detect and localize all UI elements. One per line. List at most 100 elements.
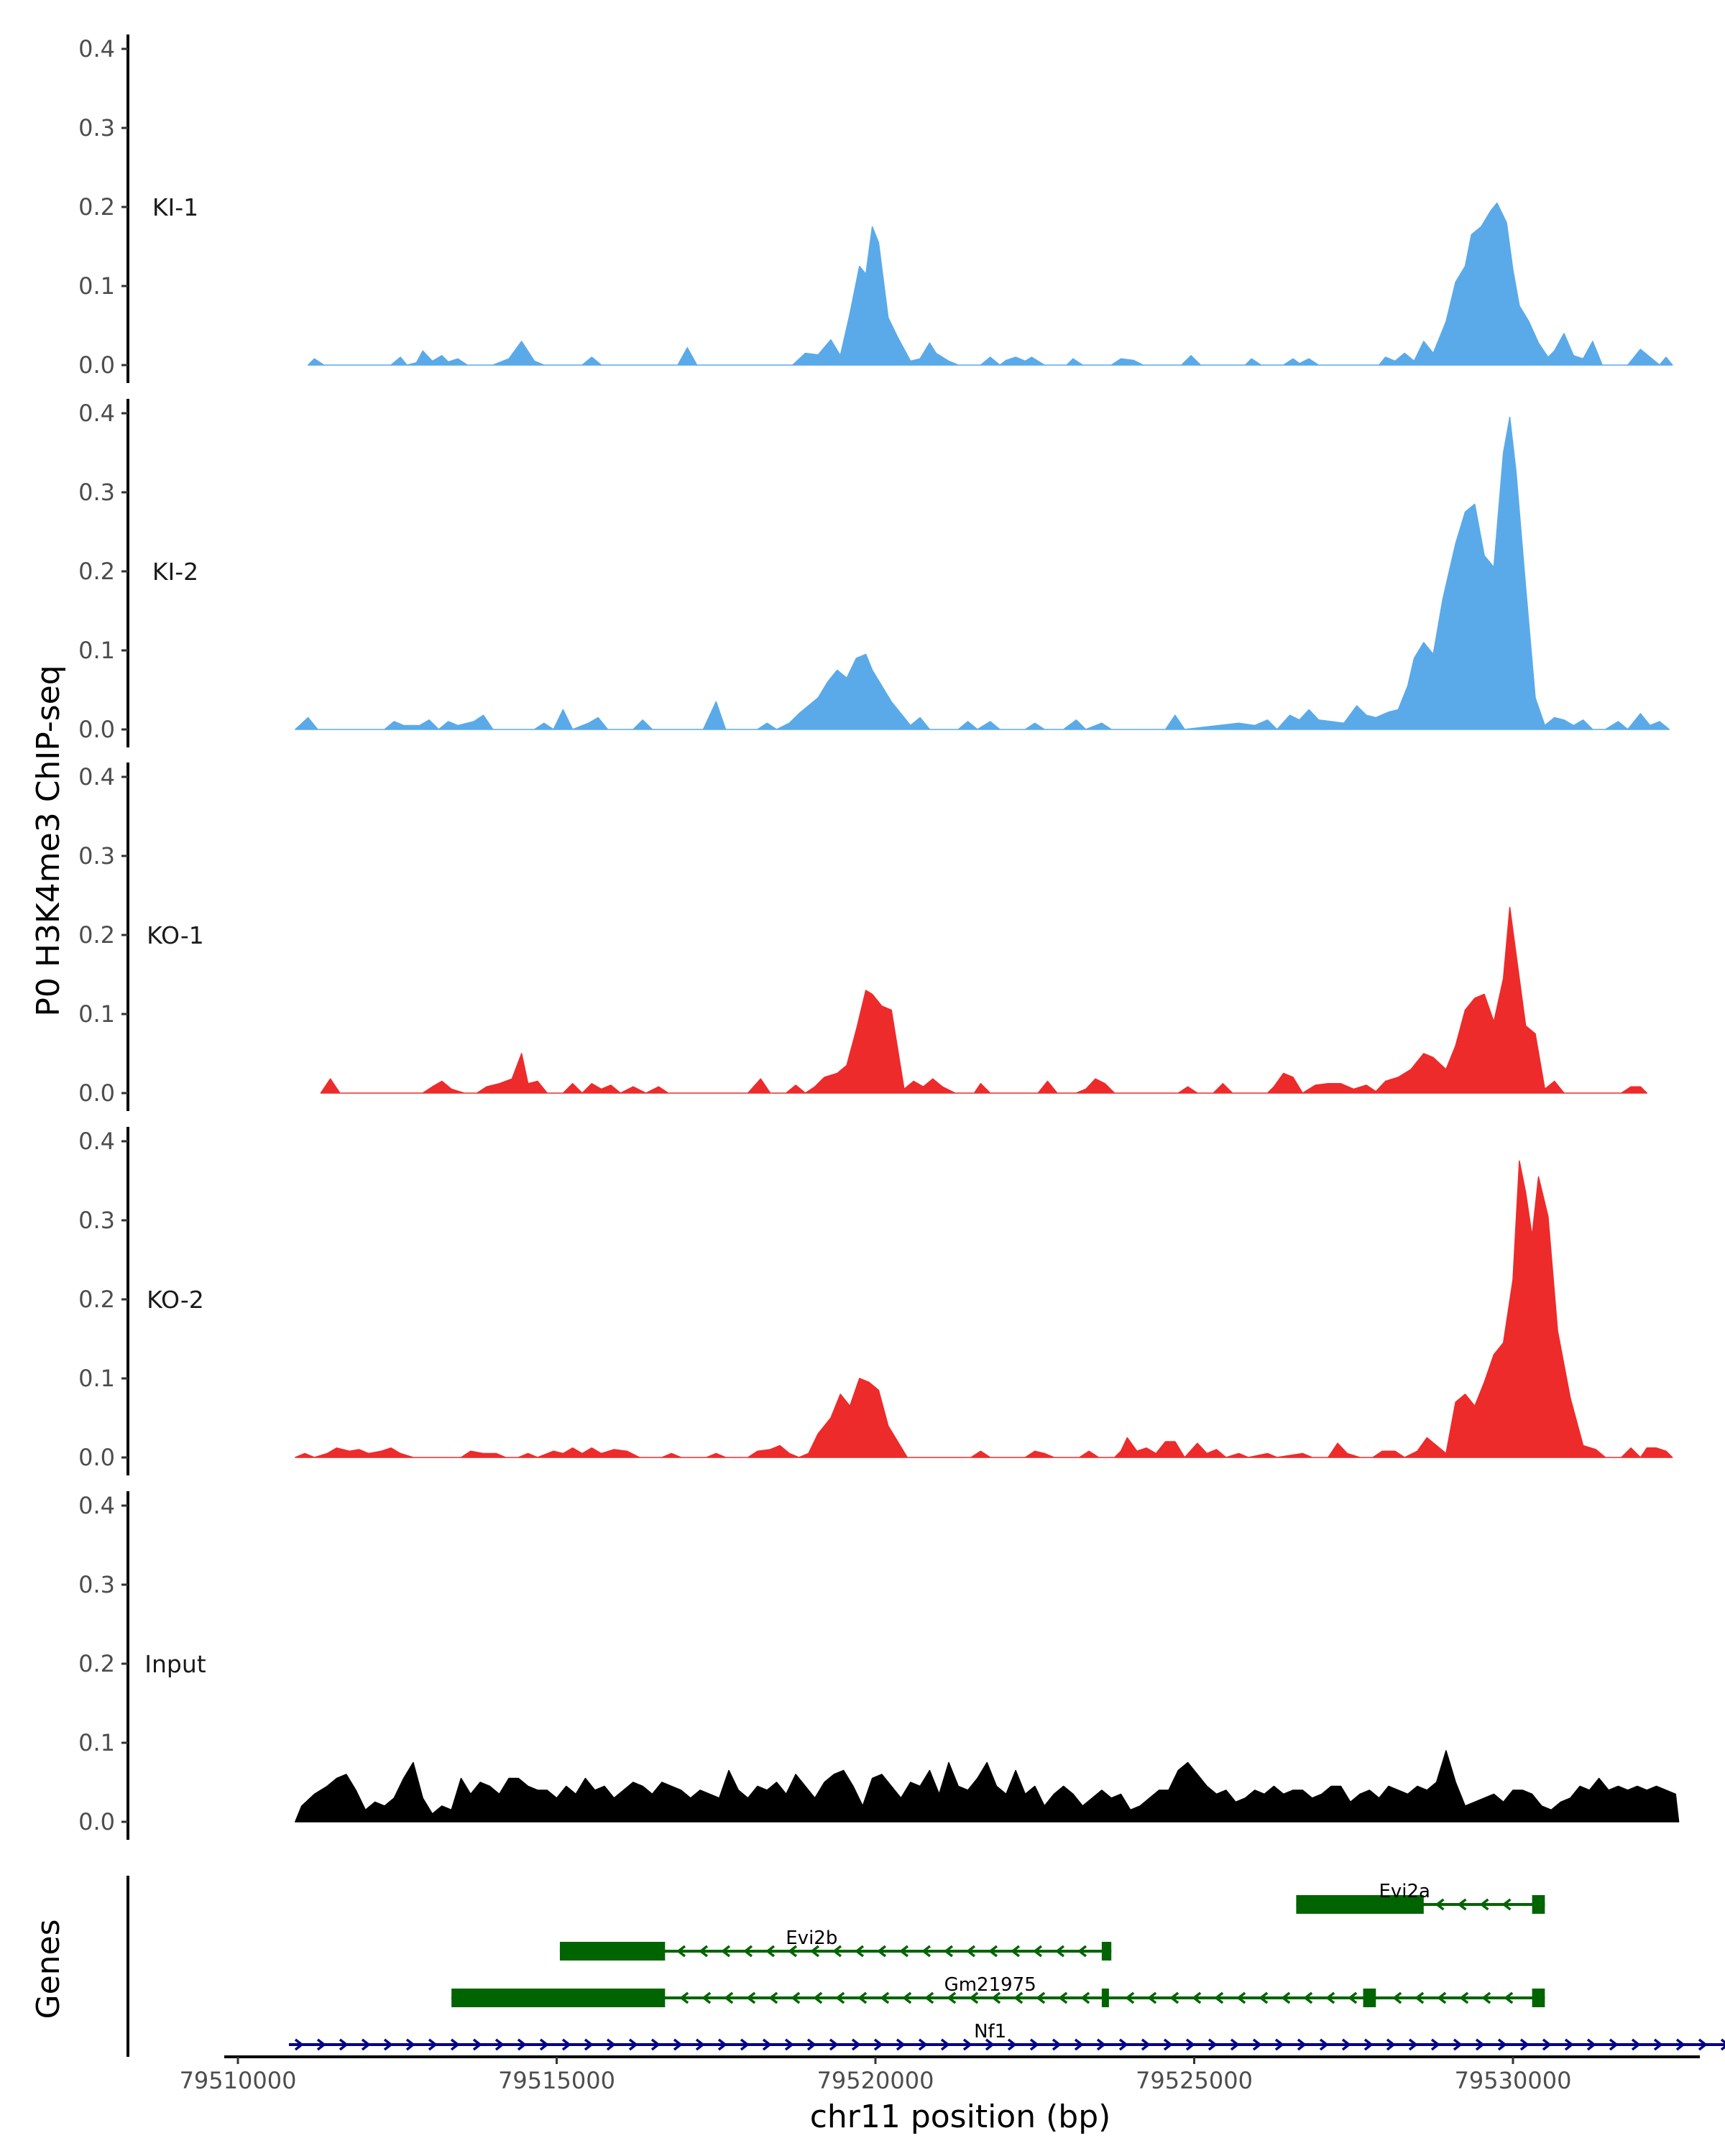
strand-arrow xyxy=(896,2038,906,2051)
y-tick-label: 0.2 xyxy=(78,1650,115,1677)
strand-arrow xyxy=(1058,1991,1068,2004)
strand-arrow xyxy=(969,1991,979,2004)
strand-arrow xyxy=(1230,2038,1240,2051)
gene-label: Gm21975 xyxy=(944,1974,1036,1996)
strand-arrow xyxy=(1501,1898,1512,1911)
strand-arrow xyxy=(517,2038,527,2051)
strand-arrow xyxy=(724,1991,734,2004)
strand-arrow xyxy=(1437,1991,1447,2004)
strand-arrow xyxy=(1325,1991,1335,2004)
strand-arrow xyxy=(428,2038,438,2051)
strand-arrow xyxy=(940,2038,950,2051)
y-tick-label: 0.2 xyxy=(78,1286,115,1313)
strand-arrow xyxy=(1609,2038,1619,2051)
gene-evi2b: Evi2b xyxy=(559,1927,1112,1961)
x-axis: 79510000 79515000 79520000 79525000 79530000 xyxy=(180,2055,1700,2094)
strand-arrow xyxy=(673,2038,683,2051)
strand-arrow xyxy=(835,1991,845,2004)
strand-arrow xyxy=(880,1991,890,2004)
y-tick-label: 0.1 xyxy=(78,272,115,300)
signal-area xyxy=(295,1160,1673,1458)
strand-arrow xyxy=(1192,1991,1202,2004)
signal-area xyxy=(320,906,1648,1094)
strand-arrow xyxy=(855,1945,865,1958)
strand-arrow xyxy=(947,1991,957,2004)
gene-exon-block xyxy=(1532,1895,1545,1914)
strand-arrow xyxy=(899,1945,909,1958)
track-ki-2: 0.0 0.1 0.2 0.3 0.4 KI-2 xyxy=(78,399,1670,747)
strand-arrow xyxy=(679,1991,689,2004)
y-tick-label: 0.4 xyxy=(78,1128,115,1155)
y-tick-label: 0.3 xyxy=(78,114,115,142)
x-tick-label: 79510000 xyxy=(180,2067,297,2094)
strand-arrow xyxy=(1118,2038,1128,2051)
y-tick-label: 0.3 xyxy=(78,1571,115,1598)
y-tick-label: 0.3 xyxy=(78,1207,115,1234)
track-label: KI-2 xyxy=(152,558,198,586)
strand-arrow xyxy=(316,2038,326,2051)
signal-area xyxy=(295,416,1670,730)
strand-arrow xyxy=(361,2038,371,2051)
gene-label: Evi2b xyxy=(786,1927,837,1949)
track-label: KO-1 xyxy=(147,921,204,949)
track-label: Input xyxy=(144,1650,206,1678)
strand-arrow xyxy=(1080,1991,1090,2004)
gene-exon-block xyxy=(1296,1895,1424,1914)
strand-arrow xyxy=(765,1945,776,1958)
strand-arrow xyxy=(628,2038,638,2051)
signal-area xyxy=(307,202,1673,366)
strand-arrow xyxy=(829,2038,839,2051)
gene-exon-block xyxy=(1101,1989,1109,2007)
strand-arrow xyxy=(1125,1991,1135,2004)
gene-exon-block xyxy=(1363,1989,1376,2007)
strand-arrow xyxy=(1259,1991,1269,2004)
strand-arrow xyxy=(1479,1898,1489,1911)
strand-arrow xyxy=(1169,1991,1179,2004)
strand-arrow xyxy=(702,1991,712,2004)
strand-arrow xyxy=(944,1945,954,1958)
strand-arrow xyxy=(1348,1991,1358,2004)
y-tick-label: 0.0 xyxy=(78,1444,115,1471)
strand-arrow xyxy=(851,2038,861,2051)
strand-arrow xyxy=(877,1945,887,1958)
strand-arrow xyxy=(1497,2038,1507,2051)
strand-arrow xyxy=(1185,2038,1195,2051)
x-tick-label: 79515000 xyxy=(498,2067,615,2094)
strand-arrow xyxy=(873,2038,883,2051)
strand-arrow xyxy=(650,2038,661,2051)
gene-exon-block xyxy=(451,1989,666,2007)
strand-arrow xyxy=(1653,2038,1663,2051)
x-tick-label: 79520000 xyxy=(817,2067,934,2094)
strand-arrow xyxy=(676,1945,686,1958)
strand-arrow xyxy=(1036,1991,1046,2004)
strand-arrow xyxy=(383,2038,393,2051)
y-axis-title: P0 H3K4me3 ChIP-seq xyxy=(30,665,67,1016)
strand-arrow xyxy=(1698,2038,1708,2051)
strand-arrow xyxy=(1564,2038,1574,2051)
strand-arrow xyxy=(1631,2038,1641,2051)
y-tick-label: 0.1 xyxy=(78,637,115,664)
y-tick-label: 0.0 xyxy=(78,351,115,379)
strand-arrow xyxy=(1430,2038,1440,2051)
x-axis-title: chr11 position (bp) xyxy=(810,2099,1111,2135)
strand-arrow xyxy=(813,1991,823,2004)
strand-arrow xyxy=(539,2038,549,2051)
strand-arrow xyxy=(1519,2038,1530,2051)
strand-arrow xyxy=(494,2038,505,2051)
strand-arrow xyxy=(717,2038,727,2051)
y-tick-label: 0.2 xyxy=(78,921,115,949)
strand-arrow xyxy=(1459,1991,1469,2004)
strand-arrow xyxy=(784,2038,794,2051)
y-tick-label: 0.1 xyxy=(78,1000,115,1028)
strand-arrow xyxy=(768,1991,778,2004)
y-tick-label: 0.0 xyxy=(78,1808,115,1835)
genes-axis-title: Genes xyxy=(30,1919,67,2019)
y-tick-label: 0.4 xyxy=(78,35,115,63)
gene-exon-block xyxy=(1532,1989,1545,2007)
strand-arrow xyxy=(699,1945,709,1958)
y-tick-label: 0.3 xyxy=(78,842,115,870)
strand-arrow xyxy=(405,2038,415,2051)
strand-arrow xyxy=(1252,2038,1262,2051)
strand-arrow xyxy=(1147,1991,1157,2004)
strand-arrow xyxy=(1029,2038,1039,2051)
